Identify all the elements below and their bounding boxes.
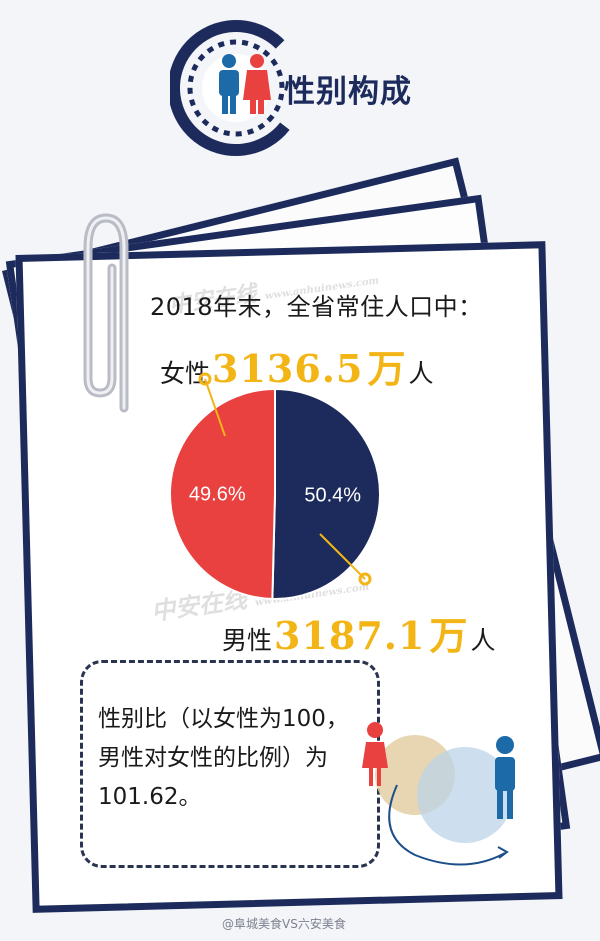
male-unit: 万 [429,613,469,658]
pie-leader-dot [198,372,212,386]
pie-leader-dot [358,572,372,586]
intro-line: 2018年末，全省常住人口中： [150,293,483,321]
pie-label-female: 49.6% [189,483,246,505]
pie-leader-line [204,378,226,437]
pie-leader-line [319,533,366,580]
male-population: 男性 3187.1 万 人 [222,605,495,660]
pie-slice-female [169,387,276,600]
gender-pie-chart: 50.4% 49.6% [169,372,381,600]
female-population: 女性 3136.5 万 人 [160,338,433,393]
male-suffix: 人 [470,626,496,655]
male-female-people-icon [219,54,271,114]
female-value: 3136.5 [212,346,364,391]
pie-label-male: 50.4% [304,485,361,507]
people-scale-illustration [362,722,515,866]
paperclip-icon [83,213,129,413]
female-suffix: 人 [408,359,434,388]
weibo-credit: @阜城美食VS六安美食 [222,917,346,931]
male-value: 3187.1 [274,613,426,658]
female-unit: 万 [367,346,407,391]
section-title: 性别构成 [284,74,412,110]
male-label: 男性 [222,626,273,655]
sex-ratio-text: 性别比（以女性为100，男性对女性的比例）为101.62。 [98,706,349,810]
pie-slice-male [271,387,381,600]
